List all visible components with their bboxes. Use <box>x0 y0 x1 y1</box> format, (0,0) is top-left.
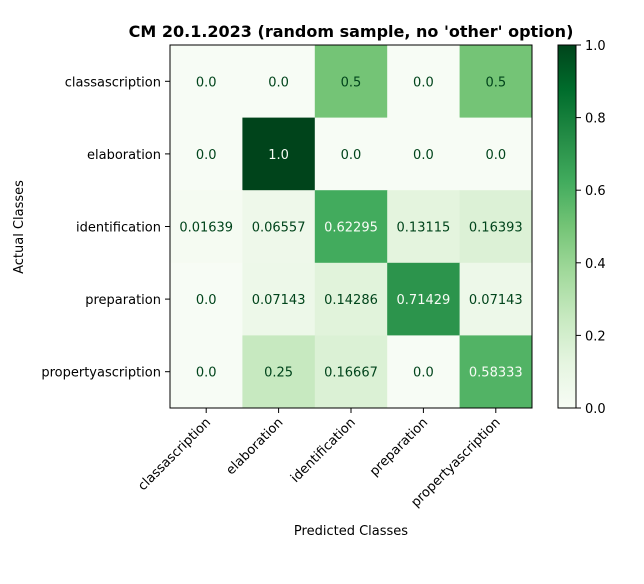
chart-title: CM 20.1.2023 (random sample, no 'other' … <box>129 22 574 41</box>
heatmap-cell <box>170 45 243 119</box>
cell-value-label: 0.07143 <box>469 293 523 308</box>
colorbar-tick-label: 1.0 <box>585 39 606 54</box>
colorbar-tick-label: 0.2 <box>585 329 606 344</box>
heatmap-cell <box>387 262 461 336</box>
cell-value-label: 0.0 <box>196 75 217 90</box>
heatmap-cells <box>170 45 533 409</box>
cell-value-label: 0.06557 <box>252 221 306 236</box>
heatmap-cell <box>387 117 461 191</box>
cell-value-label: 0.0 <box>413 75 434 90</box>
y-tick-label: classascription <box>65 75 161 90</box>
heatmap-cell <box>459 262 533 336</box>
heatmap-cell <box>387 45 461 119</box>
cell-value-label: 0.01639 <box>179 221 233 236</box>
y-tick-label: elaboration <box>87 148 161 163</box>
x-axis-label: Predicted Classes <box>294 524 408 539</box>
heatmap-cell <box>242 117 316 191</box>
heatmap-cell <box>242 190 316 264</box>
cell-value-label: 0.14286 <box>324 293 378 308</box>
heatmap-cell <box>314 45 388 119</box>
colorbar <box>557 44 577 409</box>
heatmap-cell <box>170 117 243 191</box>
cell-value-label: 0.62295 <box>324 221 378 236</box>
cell-value-label: 0.0 <box>268 75 289 90</box>
cell-value-label: 0.58333 <box>469 366 523 381</box>
cell-value-label: 0.0 <box>196 293 217 308</box>
heatmap-cell <box>242 335 316 409</box>
heatmap-cell <box>459 190 533 264</box>
colorbar-tick-label: 0.0 <box>585 402 606 417</box>
cell-value-label: 0.25 <box>264 366 293 381</box>
heatmap-cell <box>387 335 461 409</box>
heatmap-cell <box>170 190 243 264</box>
heatmap-cell <box>170 262 243 336</box>
cell-value-label: 0.0 <box>485 148 506 163</box>
heatmap-cell-labels: 0.0 0.0 0.5 0.0 0.5 0.0 1.0 0.0 0.0 0.0 0.01639 0.0… <box>179 75 522 380</box>
heatmap-cell <box>170 335 243 409</box>
y-tick-label: propertyascription <box>41 366 161 381</box>
cell-value-label: 0.16393 <box>469 221 523 236</box>
x-tick-label: classascription <box>135 415 214 494</box>
cell-value-label: 0.0 <box>196 366 217 381</box>
heatmap-cell <box>314 262 388 336</box>
x-tick-label: elaboration <box>223 415 286 478</box>
y-axis: classascription elaboration identification… <box>41 75 170 381</box>
cell-value-label: 0.5 <box>341 75 362 90</box>
colorbar-tick-label: 0.4 <box>585 257 606 272</box>
colorbar-tick-label: 0.8 <box>585 112 606 127</box>
cell-value-label: 0.0 <box>341 148 362 163</box>
heatmap-cell <box>242 262 316 336</box>
heatmap-cell <box>314 190 388 264</box>
heatmap-cell <box>459 335 533 409</box>
cell-value-label: 0.71429 <box>397 293 451 308</box>
colorbar-tick-label: 0.6 <box>585 184 606 199</box>
cell-value-label: 0.07143 <box>252 293 306 308</box>
heatmap-cell <box>314 335 388 409</box>
x-axis: classascription elaboration identification… <box>135 408 504 510</box>
cell-value-label: 1.0 <box>268 148 289 163</box>
y-tick-label: preparation <box>85 293 161 308</box>
heatmap-cell <box>387 190 461 264</box>
cell-value-label: 0.0 <box>413 366 434 381</box>
cell-value-label: 0.0 <box>413 148 434 163</box>
heatmap-cell <box>242 45 316 119</box>
heatmap-cell <box>314 117 388 191</box>
y-axis-label: Actual Classes <box>12 180 27 274</box>
cell-value-label: 0.13115 <box>397 221 451 236</box>
y-tick-label: identification <box>76 221 161 236</box>
cell-value-label: 0.0 <box>196 148 217 163</box>
cell-value-label: 0.5 <box>485 75 506 90</box>
cell-value-label: 0.16667 <box>324 366 378 381</box>
heatmap-cell <box>459 117 533 191</box>
x-tick-label: identification <box>288 415 359 486</box>
heatmap-cell <box>459 45 533 119</box>
colorbar-axis: 0.0 0.2 0.4 0.6 0.8 1.0 <box>576 39 606 417</box>
x-tick-label: preparation <box>367 415 431 479</box>
